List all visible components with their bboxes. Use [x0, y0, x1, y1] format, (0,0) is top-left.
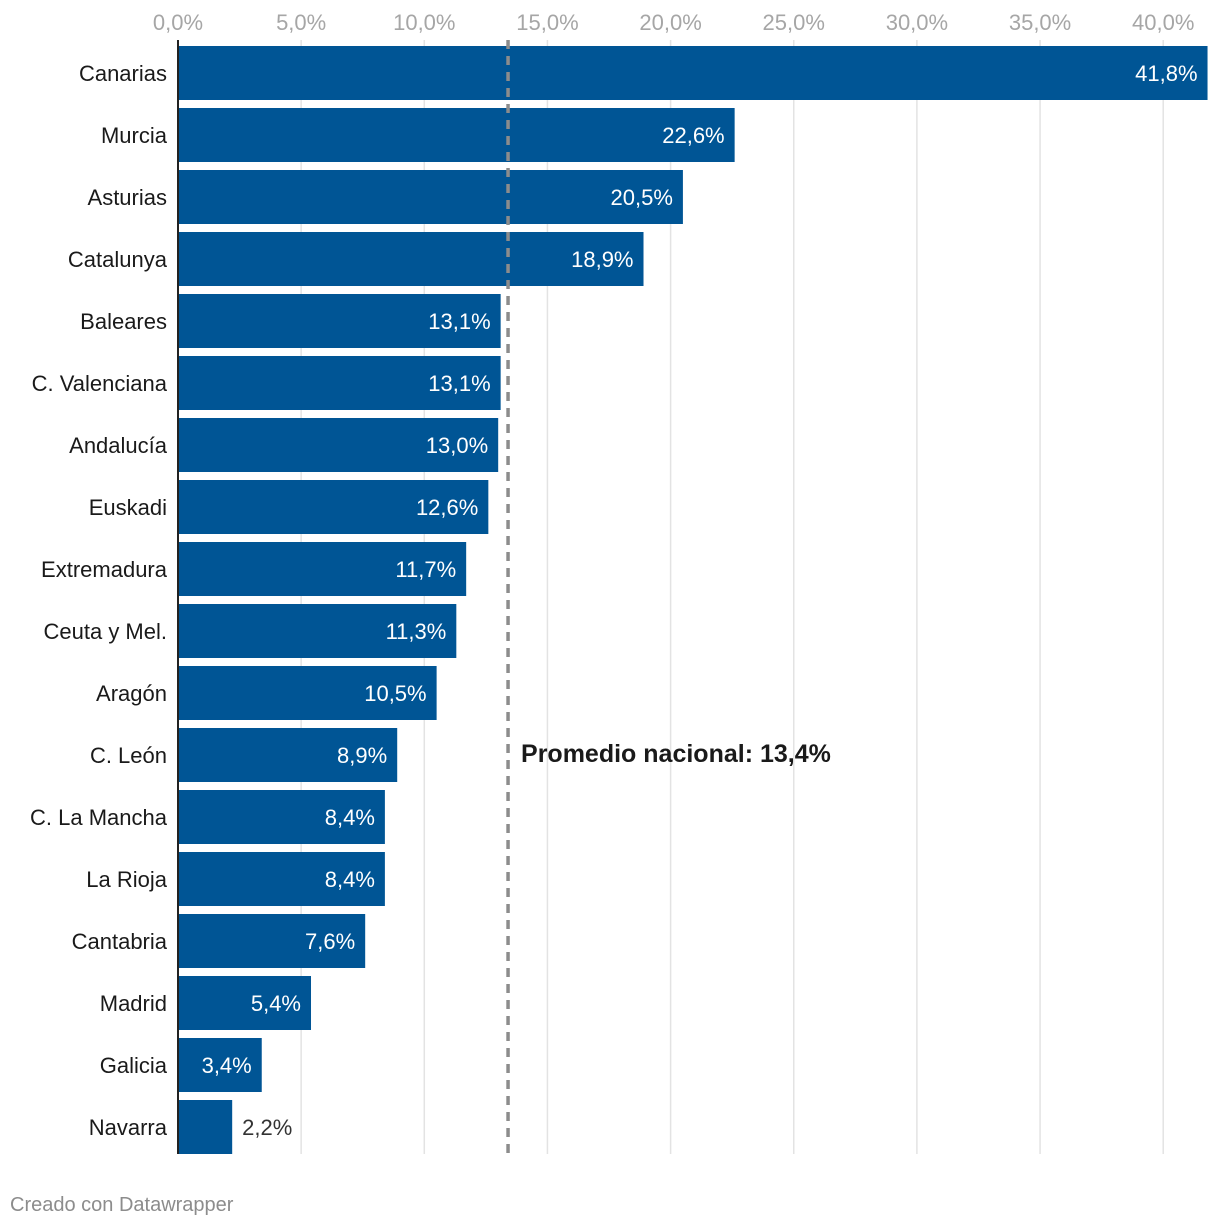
value-label: 13,1%	[428, 371, 490, 396]
bar	[178, 666, 437, 720]
value-label: 41,8%	[1135, 61, 1197, 86]
category-label: La Rioja	[86, 867, 167, 892]
reference-line-group: Promedio nacional: 13,4%	[506, 40, 831, 1154]
bar	[178, 790, 385, 844]
x-tick-label: 10,0%	[393, 10, 455, 35]
x-tick-label: 15,0%	[516, 10, 578, 35]
category-label: C. León	[90, 743, 167, 768]
category-label: Navarra	[89, 1115, 168, 1140]
bar	[178, 852, 385, 906]
bar	[178, 232, 644, 286]
bar	[178, 108, 735, 162]
value-label: 11,7%	[395, 557, 456, 582]
x-tick-label: 35,0%	[1009, 10, 1071, 35]
bar	[178, 914, 366, 968]
category-label: Asturias	[88, 185, 167, 210]
value-label: 7,6%	[305, 929, 355, 954]
gridlines	[300, 40, 1164, 1154]
category-label: Galicia	[100, 1053, 168, 1078]
category-label: Canarias	[79, 61, 167, 86]
category-label: Murcia	[101, 123, 168, 148]
category-label: Cantabria	[72, 929, 168, 954]
bar	[178, 604, 457, 658]
value-label: 8,9%	[337, 743, 387, 768]
value-label: 11,3%	[386, 619, 447, 644]
category-label: Ceuta y Mel.	[44, 619, 168, 644]
bars	[177, 40, 1208, 1154]
bar	[178, 976, 312, 1030]
footer-credit: Creado con Datawrapper	[10, 1194, 234, 1216]
bar	[178, 1100, 233, 1154]
category-label: Baleares	[80, 309, 167, 334]
bar	[178, 418, 499, 472]
x-tick-label: 30,0%	[886, 10, 948, 35]
bar	[178, 1038, 262, 1092]
value-label: 13,0%	[426, 433, 488, 458]
x-tick-label: 5,0%	[276, 10, 326, 35]
bar	[178, 170, 683, 224]
value-label: 13,1%	[428, 309, 490, 334]
value-label: 18,9%	[571, 247, 633, 272]
x-tick-label: 40,0%	[1132, 10, 1194, 35]
category-label: Catalunya	[68, 247, 168, 272]
bar	[178, 480, 489, 534]
bar	[178, 728, 398, 782]
bar	[178, 542, 467, 596]
category-label: Madrid	[100, 991, 167, 1016]
category-labels: Canarias Murcia Asturias Catalunya Baleares C…	[30, 61, 168, 1140]
x-tick-label: 0,0%	[153, 10, 203, 35]
x-tick-label: 25,0%	[763, 10, 825, 35]
category-label: Euskadi	[89, 495, 167, 520]
value-label: 3,4%	[202, 1053, 252, 1078]
reference-line-label: Promedio nacional: 13,4%	[521, 740, 831, 768]
category-label: C. Valenciana	[32, 371, 168, 396]
value-label: 20,5%	[611, 185, 673, 210]
value-label: 12,6%	[416, 495, 478, 520]
value-label: 22,6%	[662, 123, 724, 148]
x-tick-label: 20,0%	[639, 10, 701, 35]
bar	[178, 294, 501, 348]
value-label: 10,5%	[364, 681, 426, 706]
bar	[178, 356, 501, 410]
value-label: 5,4%	[251, 991, 301, 1016]
x-axis-ticks: 0,0% 5,0% 10,0% 15,0% 20,0% 25,0% 30,0% 35,0% 40…	[153, 10, 1194, 35]
value-label: 2,2%	[242, 1115, 292, 1140]
category-label: Aragón	[96, 681, 167, 706]
value-labels: 41,8% 22,6% 20,5% 18,9% 13,1% 13,1% 13,0% 12,6%…	[202, 61, 1198, 1140]
category-label: Andalucía	[69, 433, 168, 458]
category-label: C. La Mancha	[30, 805, 168, 830]
category-label: Extremadura	[41, 557, 168, 582]
value-label: 8,4%	[325, 867, 375, 892]
bar	[178, 46, 1208, 100]
value-label: 8,4%	[325, 805, 375, 830]
